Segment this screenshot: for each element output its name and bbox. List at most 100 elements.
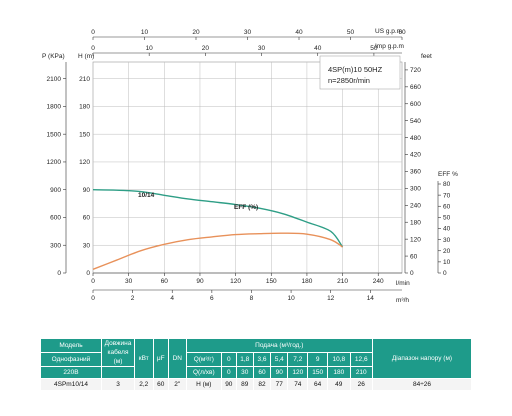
m3h-tick-label: 0 xyxy=(91,295,95,302)
m3h-ticks: 0 2 4 6 8 10 12 14 xyxy=(91,290,374,302)
model-header: Модель xyxy=(40,338,102,353)
head-curve-10-14 xyxy=(92,189,344,248)
m3h-axis-label: m³/h xyxy=(396,297,409,304)
model-cell: 4SPm10/14 xyxy=(40,378,102,391)
lmin-tick-label: 240 xyxy=(373,278,384,285)
lmin-ticks: 0 30 60 90 120 150 180 210 240 xyxy=(91,273,384,285)
q-lmin-value: 30 xyxy=(235,366,254,379)
eff-tick-label: 50 xyxy=(443,215,451,222)
us-gpm-tick-label: 30 xyxy=(244,29,252,36)
head-tick-label: 180 xyxy=(79,104,90,111)
feet-tick-label: 360 xyxy=(410,169,421,176)
feet-ticks: 0 60 120 180 240 300 360 420 480 540 600 660 720 xyxy=(405,67,421,277)
plot-area xyxy=(92,61,403,274)
pressure-tick-label: 2100 xyxy=(47,76,62,83)
h-value-cell: 82 xyxy=(252,378,272,391)
flow-header: Подача (м³/год.) xyxy=(185,338,374,353)
q-lmin-value: 0 xyxy=(220,366,237,379)
feet-tick-label: 0 xyxy=(410,270,414,277)
lmin-tick-label: 30 xyxy=(125,278,133,285)
feet-tick-label: 480 xyxy=(410,135,421,142)
feet-tick-label: 540 xyxy=(410,118,421,125)
pressure-tick-label: 0 xyxy=(57,270,61,277)
pressure-tick-label: 900 xyxy=(50,187,61,194)
m3h-tick-label: 6 xyxy=(210,295,214,302)
pressure-tick-label: 300 xyxy=(50,242,61,249)
table-header-row-1: Модель Довжина кабеля (м) кВт μF DN Подач… xyxy=(40,338,472,379)
us-gpm-tick-label: 0 xyxy=(91,29,95,36)
q-m3h-value: 5,4 xyxy=(270,352,289,367)
h-value-cell: 90 xyxy=(220,378,237,391)
kw-cell: 2,2 xyxy=(134,378,154,391)
single-phase-header: Однофазний xyxy=(40,352,102,367)
eff-tick-label: 40 xyxy=(443,226,451,233)
q-m3h-value: 10,8 xyxy=(327,352,351,367)
lmin-tick-label: 60 xyxy=(161,278,169,285)
info-speed: n=2850r/min xyxy=(328,76,370,85)
h-label-cell: H (м) xyxy=(185,378,222,391)
us-gpm-label: US g.p.m xyxy=(375,28,402,35)
feet-tick-label: 420 xyxy=(410,152,421,159)
m3h-tick-label: 12 xyxy=(327,295,335,302)
head-axis-label: H (m) xyxy=(78,53,94,60)
imp-gpm-tick-label: 40 xyxy=(314,45,322,52)
lmin-tick-label: 120 xyxy=(230,278,241,285)
m3h-tick-label: 8 xyxy=(250,295,254,302)
feet-tick-label: 240 xyxy=(410,203,421,210)
q-lmin-value: 90 xyxy=(270,366,289,379)
feet-tick-label: 180 xyxy=(410,219,421,226)
head-tick-label: 120 xyxy=(79,159,90,166)
feet-tick-label: 60 xyxy=(410,253,418,260)
imp-gpm-label: Imp g.p.m xyxy=(375,43,404,50)
lmin-tick-label: 210 xyxy=(337,278,348,285)
eff-axis-label: EFF % xyxy=(438,171,458,178)
lmin-tick-label: 90 xyxy=(196,278,204,285)
lmin-tick-label: 180 xyxy=(301,278,312,285)
imp-gpm-tick-label: 50 xyxy=(370,45,378,52)
q-m3h-value: 7,2 xyxy=(287,352,309,367)
h-value-cell: 74 xyxy=(287,378,309,391)
q-lmin-value: 180 xyxy=(327,366,351,379)
feet-tick-label: 720 xyxy=(410,67,421,74)
eff-tick-label: 30 xyxy=(443,237,451,244)
eff-tick-label: 60 xyxy=(443,203,451,210)
feet-tick-label: 600 xyxy=(410,101,421,108)
imp-gpm-tick-label: 0 xyxy=(91,45,95,52)
range-cell: 84÷26 xyxy=(372,378,472,391)
us-gpm-ticks: 0 10 20 30 40 50 60 xyxy=(91,29,406,40)
h-value-cell: 89 xyxy=(235,378,254,391)
table-header-row-3: 220В Q(л/хв) 0 30 60 90 120 150 180 210 xyxy=(40,366,472,379)
eff-tick-label: 20 xyxy=(443,248,451,255)
h-value-cell: 64 xyxy=(307,378,329,391)
eff-ticks: 0 10 20 30 40 50 60 70 80 xyxy=(438,181,451,277)
q-m3h-value: 0 xyxy=(220,352,237,367)
q-m3h-value: 3,6 xyxy=(252,352,272,367)
dn-cell: 2" xyxy=(167,378,187,391)
grid-lines xyxy=(93,62,402,273)
uf-cell: 60 xyxy=(152,378,169,391)
head-tick-label: 0 xyxy=(86,270,90,277)
us-gpm-tick-label: 20 xyxy=(192,29,200,36)
us-gpm-tick-label: 10 xyxy=(141,29,149,36)
m3h-tick-label: 2 xyxy=(131,295,135,302)
head-tick-label: 90 xyxy=(83,187,91,194)
kw-header: кВт xyxy=(134,338,154,379)
m3h-tick-label: 10 xyxy=(287,295,295,302)
uf-header: μF xyxy=(152,338,169,379)
dn-header: DN xyxy=(167,338,187,379)
feet-tick-label: 300 xyxy=(410,186,421,193)
eff-curve-label: EFF (%) xyxy=(234,204,258,211)
head-tick-label: 60 xyxy=(83,215,91,222)
pressure-tick-label: 600 xyxy=(50,215,61,222)
h-value-cell: 26 xyxy=(349,378,373,391)
eff-tick-label: 10 xyxy=(443,259,451,266)
q-m3h-value: 1,8 xyxy=(235,352,254,367)
imp-gpm-tick-label: 10 xyxy=(146,45,154,52)
feet-tick-label: 660 xyxy=(410,84,421,91)
pressure-tick-label: 1200 xyxy=(47,159,62,166)
spec-table: Модель Довжина кабеля (м) кВт μF DN Подач… xyxy=(40,338,472,391)
pressure-tick-label: 1800 xyxy=(47,104,62,111)
feet-axis-label: feet xyxy=(421,53,432,60)
imp-gpm-tick-label: 30 xyxy=(258,45,266,52)
pressure-axis-label: P (KPa) xyxy=(42,53,65,60)
